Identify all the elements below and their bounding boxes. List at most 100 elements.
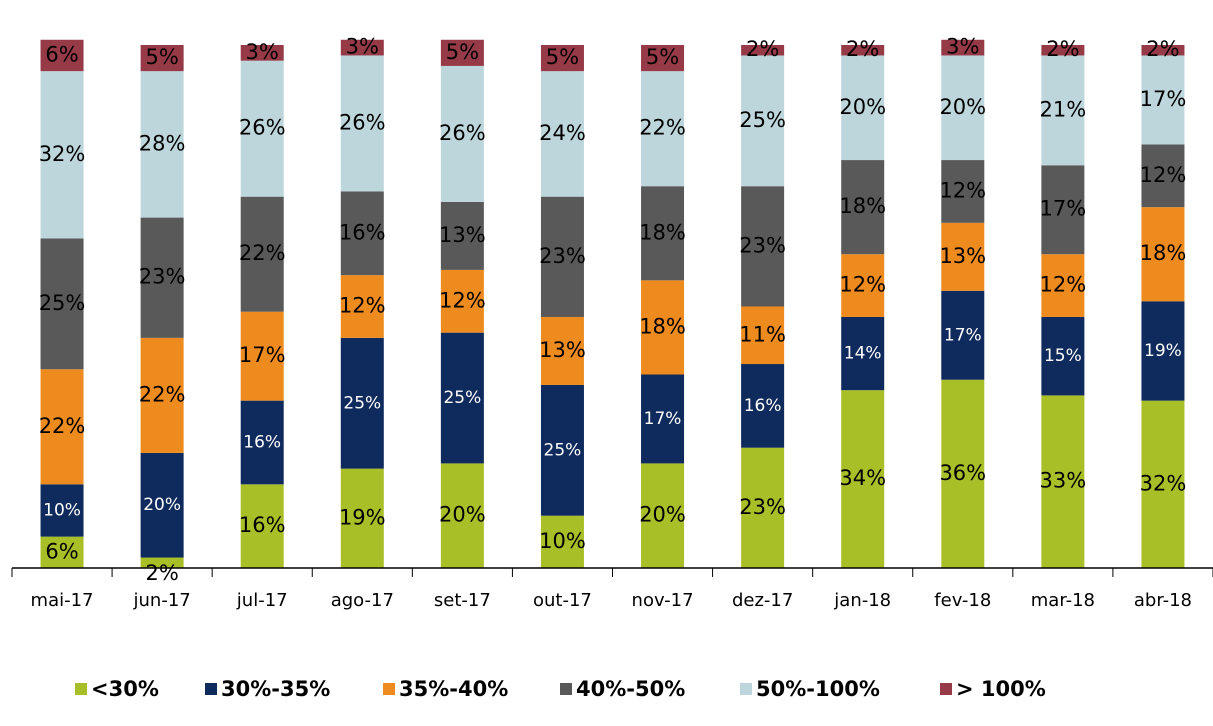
data-label: 22% (639, 116, 686, 140)
bar-segment (1141, 55, 1185, 145)
data-label: 25% (739, 108, 786, 132)
data-label: 12% (839, 273, 886, 297)
bar-segment (741, 55, 785, 187)
bar-segment (841, 55, 885, 161)
bar-segment (140, 557, 184, 568)
bar-segment (941, 55, 985, 161)
data-label: 3% (346, 35, 379, 59)
data-label: 17% (239, 343, 286, 367)
bar-segment (440, 269, 484, 333)
x-tick-label: out-17 (533, 590, 592, 611)
bar-segment (841, 390, 885, 568)
bar-segment (340, 191, 384, 276)
x-tick-label: mar-18 (1031, 590, 1095, 611)
bar-segment (1141, 207, 1185, 302)
x-tick-label: fev-18 (934, 590, 991, 611)
data-label: 18% (639, 314, 686, 338)
legend-swatch (383, 683, 395, 695)
data-label: 17% (944, 325, 982, 345)
bar-segment (40, 484, 84, 537)
data-label: 17% (644, 409, 682, 429)
x-tick-label: jun-17 (133, 590, 191, 611)
data-label: 2% (1146, 37, 1179, 61)
bar-segment (941, 39, 985, 56)
data-label: 20% (143, 495, 181, 515)
data-label: 21% (1040, 97, 1087, 121)
data-label: 26% (439, 121, 486, 145)
bar-segment (941, 222, 985, 291)
bar-segment (1141, 301, 1185, 401)
bar-segment (641, 463, 685, 568)
legend-swatch (740, 683, 752, 695)
bar-segment (741, 45, 785, 56)
x-tick-label: set-17 (434, 590, 491, 611)
bar-segment (540, 71, 584, 197)
data-label: 3% (246, 40, 279, 64)
data-label: 14% (844, 344, 882, 364)
bar-segment (1041, 165, 1085, 255)
bar-segment (340, 39, 384, 56)
data-label: 23% (739, 233, 786, 257)
bar-segment (941, 379, 985, 568)
bar-segment (1041, 395, 1085, 568)
bar-segment (1041, 316, 1085, 396)
data-label: 5% (446, 40, 479, 64)
bar-segment (1141, 45, 1185, 56)
data-label: 6% (45, 42, 78, 66)
bar-segment (240, 400, 284, 485)
bar-segment (1141, 400, 1185, 568)
data-label: 25% (39, 291, 86, 315)
x-tick-label: abr-18 (1134, 590, 1192, 611)
bar-segment (40, 369, 84, 485)
x-tick-label: nov-17 (632, 590, 694, 611)
data-label: 23% (739, 495, 786, 519)
data-label: 36% (939, 461, 986, 485)
data-label: 28% (139, 131, 186, 155)
bar-segment (641, 374, 685, 464)
bar-segment (941, 160, 985, 223)
data-label: 20% (439, 503, 486, 527)
bar-segment (941, 290, 985, 380)
data-label: 6% (45, 539, 78, 563)
bar-segment (1041, 55, 1085, 166)
bar-segment (340, 468, 384, 568)
data-label: 16% (243, 432, 281, 452)
data-label: 25% (343, 393, 381, 413)
legend-label: 40%-50% (576, 677, 685, 701)
bar-segment (340, 337, 384, 469)
bar-segment (1041, 254, 1085, 317)
bar-segment (440, 201, 484, 270)
data-label: 15% (1044, 346, 1082, 366)
x-tick-label: jan-18 (833, 590, 891, 611)
bar-segment (40, 71, 84, 239)
data-label: 13% (439, 223, 486, 247)
data-label: 32% (39, 142, 86, 166)
data-label: 12% (1140, 163, 1187, 187)
bar-segment (841, 316, 885, 391)
bar-segment (240, 311, 284, 401)
bar-segment (1041, 45, 1085, 56)
legend-label: <30% (91, 677, 159, 701)
data-label: 12% (339, 294, 386, 318)
bar-segment (440, 65, 484, 202)
bar-segment (741, 306, 785, 365)
data-label: 5% (546, 45, 579, 69)
bar-segment (140, 452, 184, 558)
data-label: 25% (544, 440, 582, 460)
data-label: 12% (439, 288, 486, 312)
data-label: 2% (145, 561, 178, 585)
legend-label: 30%-35% (221, 677, 330, 701)
bar-segment (440, 463, 484, 568)
bar-segment (540, 515, 584, 568)
bar-segment (841, 254, 885, 317)
data-label: 17% (1140, 87, 1187, 111)
bar-segment (641, 45, 685, 72)
legend-swatch (205, 683, 217, 695)
bar-segment (741, 364, 785, 448)
data-label: 22% (39, 414, 86, 438)
bar-segment (240, 45, 284, 61)
data-label: 26% (339, 110, 386, 134)
data-label: 18% (1140, 241, 1187, 265)
data-label: 18% (839, 194, 886, 218)
